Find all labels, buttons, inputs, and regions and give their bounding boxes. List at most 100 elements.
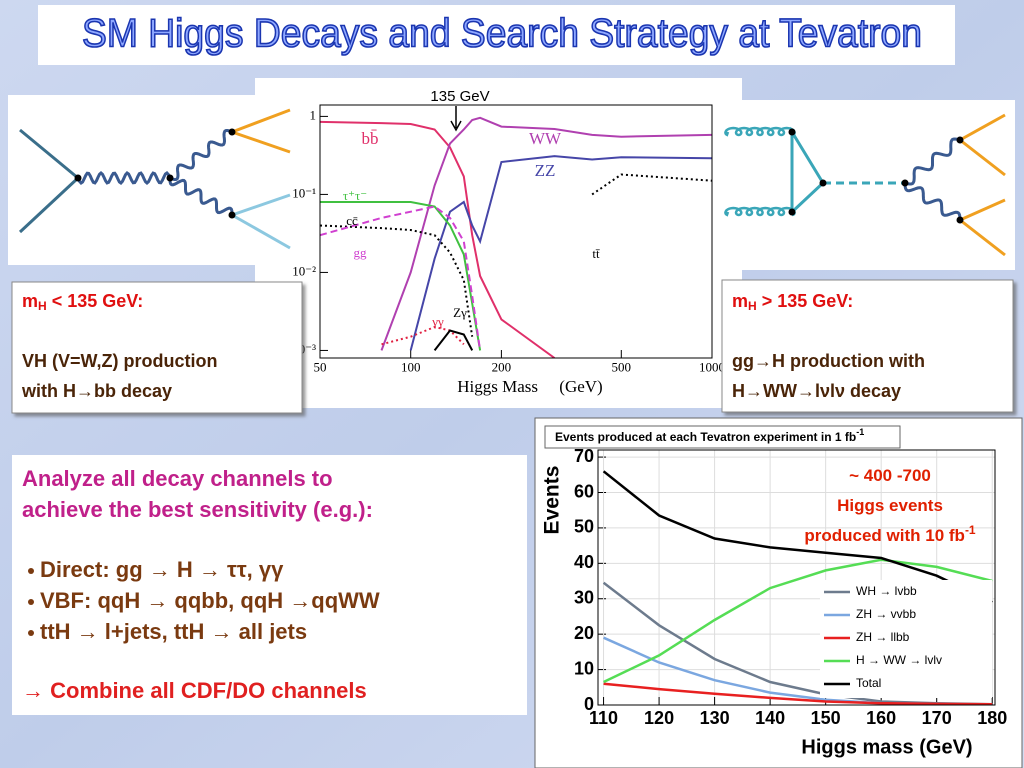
x-tick-label: 160 <box>866 708 896 728</box>
x-tick-label: 200 <box>492 359 512 374</box>
chart-title-part: Events produced at each Tevatron experim… <box>555 430 856 444</box>
chart-title: Events produced at each Tevatron experim… <box>555 427 864 444</box>
legend-label: ZH → llbb <box>856 630 910 644</box>
x-tick-label: 170 <box>922 708 952 728</box>
summary-line: Analyze all decay channels to <box>22 466 333 491</box>
x-tick-label: 150 <box>811 708 841 728</box>
series-label: τ⁺τ⁻ <box>343 188 367 203</box>
slide-title: SM Higgs Decays and Search Strategy at T… <box>82 12 922 56</box>
box-heading-part: < 135 GeV: <box>47 291 144 311</box>
series-line <box>433 329 474 352</box>
y-tick-label: 20 <box>574 623 594 643</box>
chart-title-part: -1 <box>856 427 864 437</box>
diagram-panel <box>720 100 1015 270</box>
series-label: WW <box>529 129 562 148</box>
series-line <box>591 173 712 196</box>
series-line <box>381 325 465 346</box>
vertex <box>74 174 82 182</box>
x-tick-label: 130 <box>700 708 730 728</box>
x-tick-label: 100 <box>401 359 421 374</box>
feynman-diagram: qq̄W*W±Hlνbb̄ <box>18 108 291 250</box>
box-line: gg→H production with <box>732 351 925 371</box>
br-chart-panel <box>255 78 742 408</box>
text-box <box>11 281 303 414</box>
legend-label: Total <box>856 676 881 690</box>
x-axis-label: Higgs mass (GeV) <box>801 736 972 758</box>
x-tick-label: 500 <box>612 359 632 374</box>
series-line <box>409 155 712 351</box>
bullet <box>28 630 34 636</box>
vertex <box>228 211 236 219</box>
annotation: 135 GeV <box>430 88 489 105</box>
series-label: Zγ <box>453 305 467 320</box>
annotation-part: produced with 10 fb <box>804 526 965 545</box>
annotation-part: Higgs events <box>837 496 943 515</box>
summary-box <box>12 455 527 715</box>
x-tick-label: 110 <box>589 708 618 728</box>
series-line <box>603 682 993 705</box>
vertex <box>956 216 964 224</box>
y-tick-label: 40 <box>574 552 594 572</box>
box-heading-part: m <box>732 291 748 311</box>
vertex <box>788 208 796 216</box>
x-tick-label: 120 <box>644 708 674 728</box>
series-label: γγ <box>431 314 444 329</box>
series-line <box>602 470 993 604</box>
box-heading: mH < 135 GeV: <box>22 291 143 313</box>
series-line <box>320 120 556 358</box>
annotation: ~ 400 -700 <box>849 466 931 485</box>
series-lines <box>320 116 712 358</box>
series-label: tt̄ <box>592 246 600 261</box>
text-box <box>721 279 1014 413</box>
box-line: H→WW→lνlν decay <box>732 381 901 401</box>
annotation-part: ~ 400 -700 <box>849 466 931 485</box>
summary-bullet: VBF: qqH → qqbb, qqH →qqWW <box>40 588 380 613</box>
y-tick-label: 10 <box>574 658 594 678</box>
x-tick-label: 180 <box>977 708 1007 728</box>
x-tick-label: 140 <box>755 708 785 728</box>
vertex <box>956 136 964 144</box>
legend-label: H → WW → lvlv <box>856 653 942 667</box>
boson-line <box>76 171 172 185</box>
box-line: with H→bb decay <box>21 381 172 401</box>
summary-line: achieve the best sensitivity (e.g.): <box>22 497 373 522</box>
feynman-diagram: ggtt̄HW+W-l+νl-ν̄ <box>724 113 1006 257</box>
x-tick-label: 50 <box>314 359 327 374</box>
annotation-arrow <box>450 106 462 132</box>
boson-line <box>903 182 962 221</box>
summary-bullet: Direct: gg → H → ττ, γγ <box>40 557 284 582</box>
annotation: produced with 10 fb-1 <box>804 523 976 545</box>
title-frame <box>544 425 901 449</box>
x-tick-label: 1000 <box>699 359 725 374</box>
y-tick-label: 1 <box>310 107 317 122</box>
y-tick-label: 10⁻² <box>292 263 316 278</box>
series-label: cc̄ <box>346 213 358 228</box>
y-tick-label: 30 <box>574 588 594 608</box>
series-line <box>320 205 482 351</box>
vertex <box>901 179 909 187</box>
events-chart: 0 10 20 30 40 50 60 70 110 120 130 140 150 160 170 180 E… <box>541 425 1007 758</box>
boson-line <box>904 137 961 186</box>
annotation: Higgs events <box>837 496 943 515</box>
vertex <box>166 174 174 182</box>
y-tick-label: 60 <box>574 481 594 501</box>
series-line <box>603 558 993 684</box>
plot-frame <box>319 104 713 359</box>
vertex <box>228 128 236 136</box>
annotation-part: -1 <box>965 523 976 537</box>
y-tick-label: 50 <box>574 517 594 537</box>
summary-bullet: ttH → l+jets, ttH → all jets <box>40 619 307 644</box>
legend-label: WH → lvbb <box>856 584 917 598</box>
series-label: bb̄ <box>362 129 379 148</box>
series-lines <box>602 470 993 705</box>
bullet <box>28 568 34 574</box>
series-line <box>320 224 474 337</box>
y-axis-label: Events <box>541 466 564 535</box>
box-heading-part: H <box>38 299 47 313</box>
vertex <box>819 179 827 187</box>
y-tick-label: 10⁻¹ <box>292 185 316 200</box>
series-label: ZZ <box>535 161 556 180</box>
